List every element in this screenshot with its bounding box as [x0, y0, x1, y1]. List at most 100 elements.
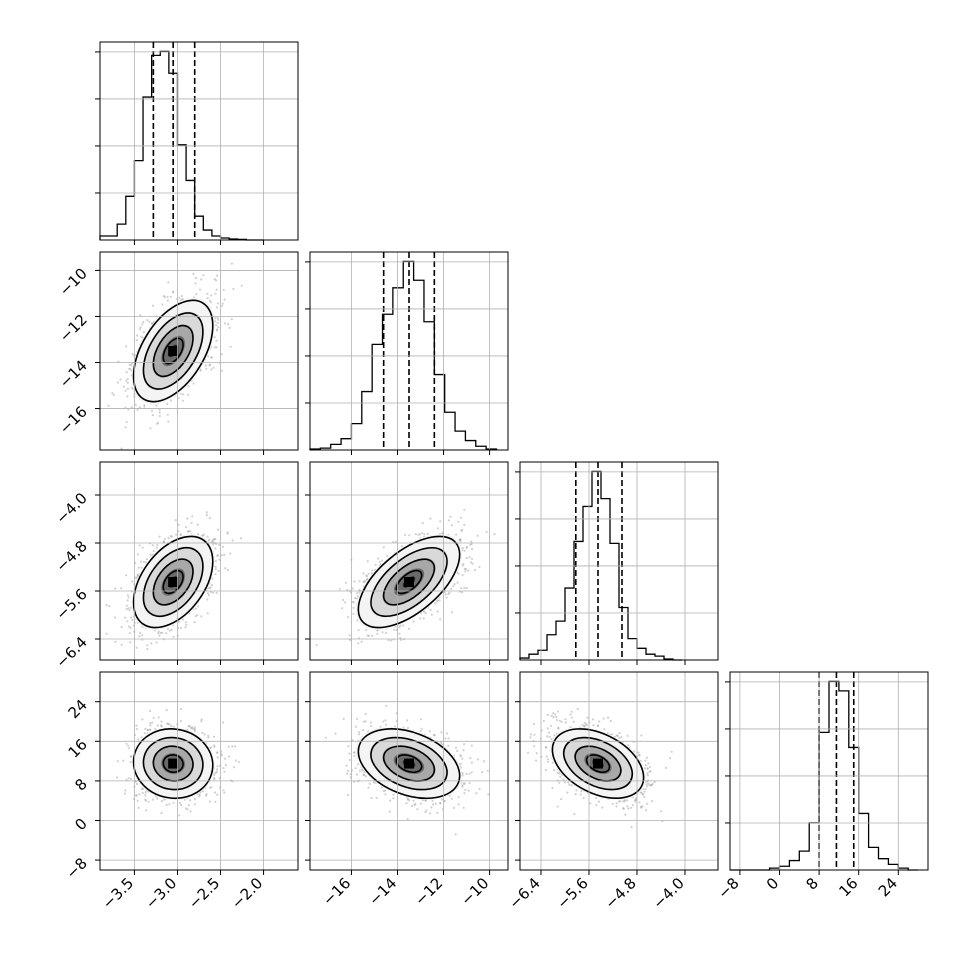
sample-point [220, 554, 223, 557]
sample-point [457, 572, 460, 575]
sample-point [461, 574, 464, 577]
sample-point [135, 646, 138, 649]
sample-point [163, 537, 166, 541]
sample-point [192, 272, 195, 275]
sample-point [404, 533, 407, 536]
sample-point [210, 356, 213, 359]
sample-point [172, 290, 175, 293]
sample-point [158, 411, 161, 414]
sample-point [180, 295, 183, 298]
sample-point [196, 523, 199, 526]
sample-point [216, 302, 219, 305]
sample-point [358, 580, 361, 583]
sample-point [120, 587, 123, 590]
sample-point [150, 409, 154, 412]
histogram-step [519, 470, 682, 661]
sample-point [167, 281, 170, 284]
sample-point [156, 422, 159, 425]
sample-point [190, 521, 193, 525]
sample-point [126, 377, 129, 381]
sample-point [155, 641, 158, 644]
sample-point [178, 814, 181, 817]
sample-point [167, 420, 170, 423]
sample-point [159, 631, 163, 635]
sample-point [214, 573, 217, 576]
sample-point [186, 517, 189, 520]
sample-point [366, 560, 369, 563]
sample-point [151, 322, 154, 325]
sample-point [122, 385, 125, 388]
sample-point [130, 406, 133, 409]
sample-point [220, 369, 224, 372]
sample-point [212, 591, 215, 594]
sample-point [457, 520, 460, 523]
sample-point [421, 532, 424, 535]
sample-point [377, 557, 380, 560]
sample-point [460, 529, 463, 532]
sample-point [139, 326, 142, 329]
sample-point [212, 366, 215, 369]
sample-point [131, 580, 134, 583]
sample-point [221, 302, 224, 305]
sample-point [214, 317, 217, 320]
sample-point [218, 543, 221, 546]
sample-point [184, 621, 187, 624]
sample-point [125, 371, 128, 374]
sample-point [184, 526, 188, 529]
sample-point [355, 597, 358, 600]
sample-point [206, 592, 209, 595]
histogram-step [730, 680, 919, 871]
x-tick-label: −8 [714, 874, 742, 902]
sample-point [191, 515, 194, 518]
sample-point [213, 745, 216, 749]
sample-point [393, 628, 396, 631]
sample-point [108, 605, 111, 608]
sample-point [116, 381, 119, 384]
sample-point [351, 587, 354, 590]
sample-point [347, 616, 350, 619]
sample-point [449, 515, 452, 518]
sample-point [208, 538, 211, 541]
sample-point [424, 612, 427, 615]
sample-point [223, 298, 226, 301]
sample-point [129, 641, 132, 644]
sample-point [141, 323, 144, 326]
sample-point [430, 613, 433, 616]
sample-point [459, 516, 463, 519]
sample-point [155, 546, 158, 549]
sample-point [126, 381, 129, 384]
sample-point [200, 278, 203, 281]
sample-point [136, 553, 139, 556]
sample-point [227, 323, 230, 326]
sample-point [356, 595, 359, 598]
sample-point [123, 616, 127, 619]
histogram-panel-1 [309, 252, 498, 450]
sample-point [348, 634, 351, 637]
sample-point [362, 572, 365, 575]
sample-point [142, 560, 146, 564]
sample-point [136, 334, 139, 337]
y-tick-label: −4.8 [52, 537, 90, 575]
sample-point [371, 634, 374, 637]
sample-point [381, 559, 384, 562]
sample-point [470, 540, 473, 543]
sample-point [125, 420, 128, 423]
sample-point [124, 389, 127, 392]
sample-point [399, 624, 402, 627]
sample-point [215, 591, 218, 595]
sample-point [116, 760, 119, 763]
sample-point [187, 385, 190, 388]
sample-point [206, 598, 209, 601]
sample-point [119, 378, 122, 381]
sample-point [169, 535, 172, 538]
sample-point [114, 587, 117, 590]
sample-point [140, 335, 143, 338]
sample-point [438, 599, 441, 602]
sample-point [493, 532, 496, 536]
sample-point [157, 716, 160, 719]
sample-point [371, 569, 374, 572]
sample-point [187, 393, 190, 396]
sample-point [127, 777, 130, 780]
sample-point [216, 316, 219, 319]
sample-point [341, 607, 344, 610]
